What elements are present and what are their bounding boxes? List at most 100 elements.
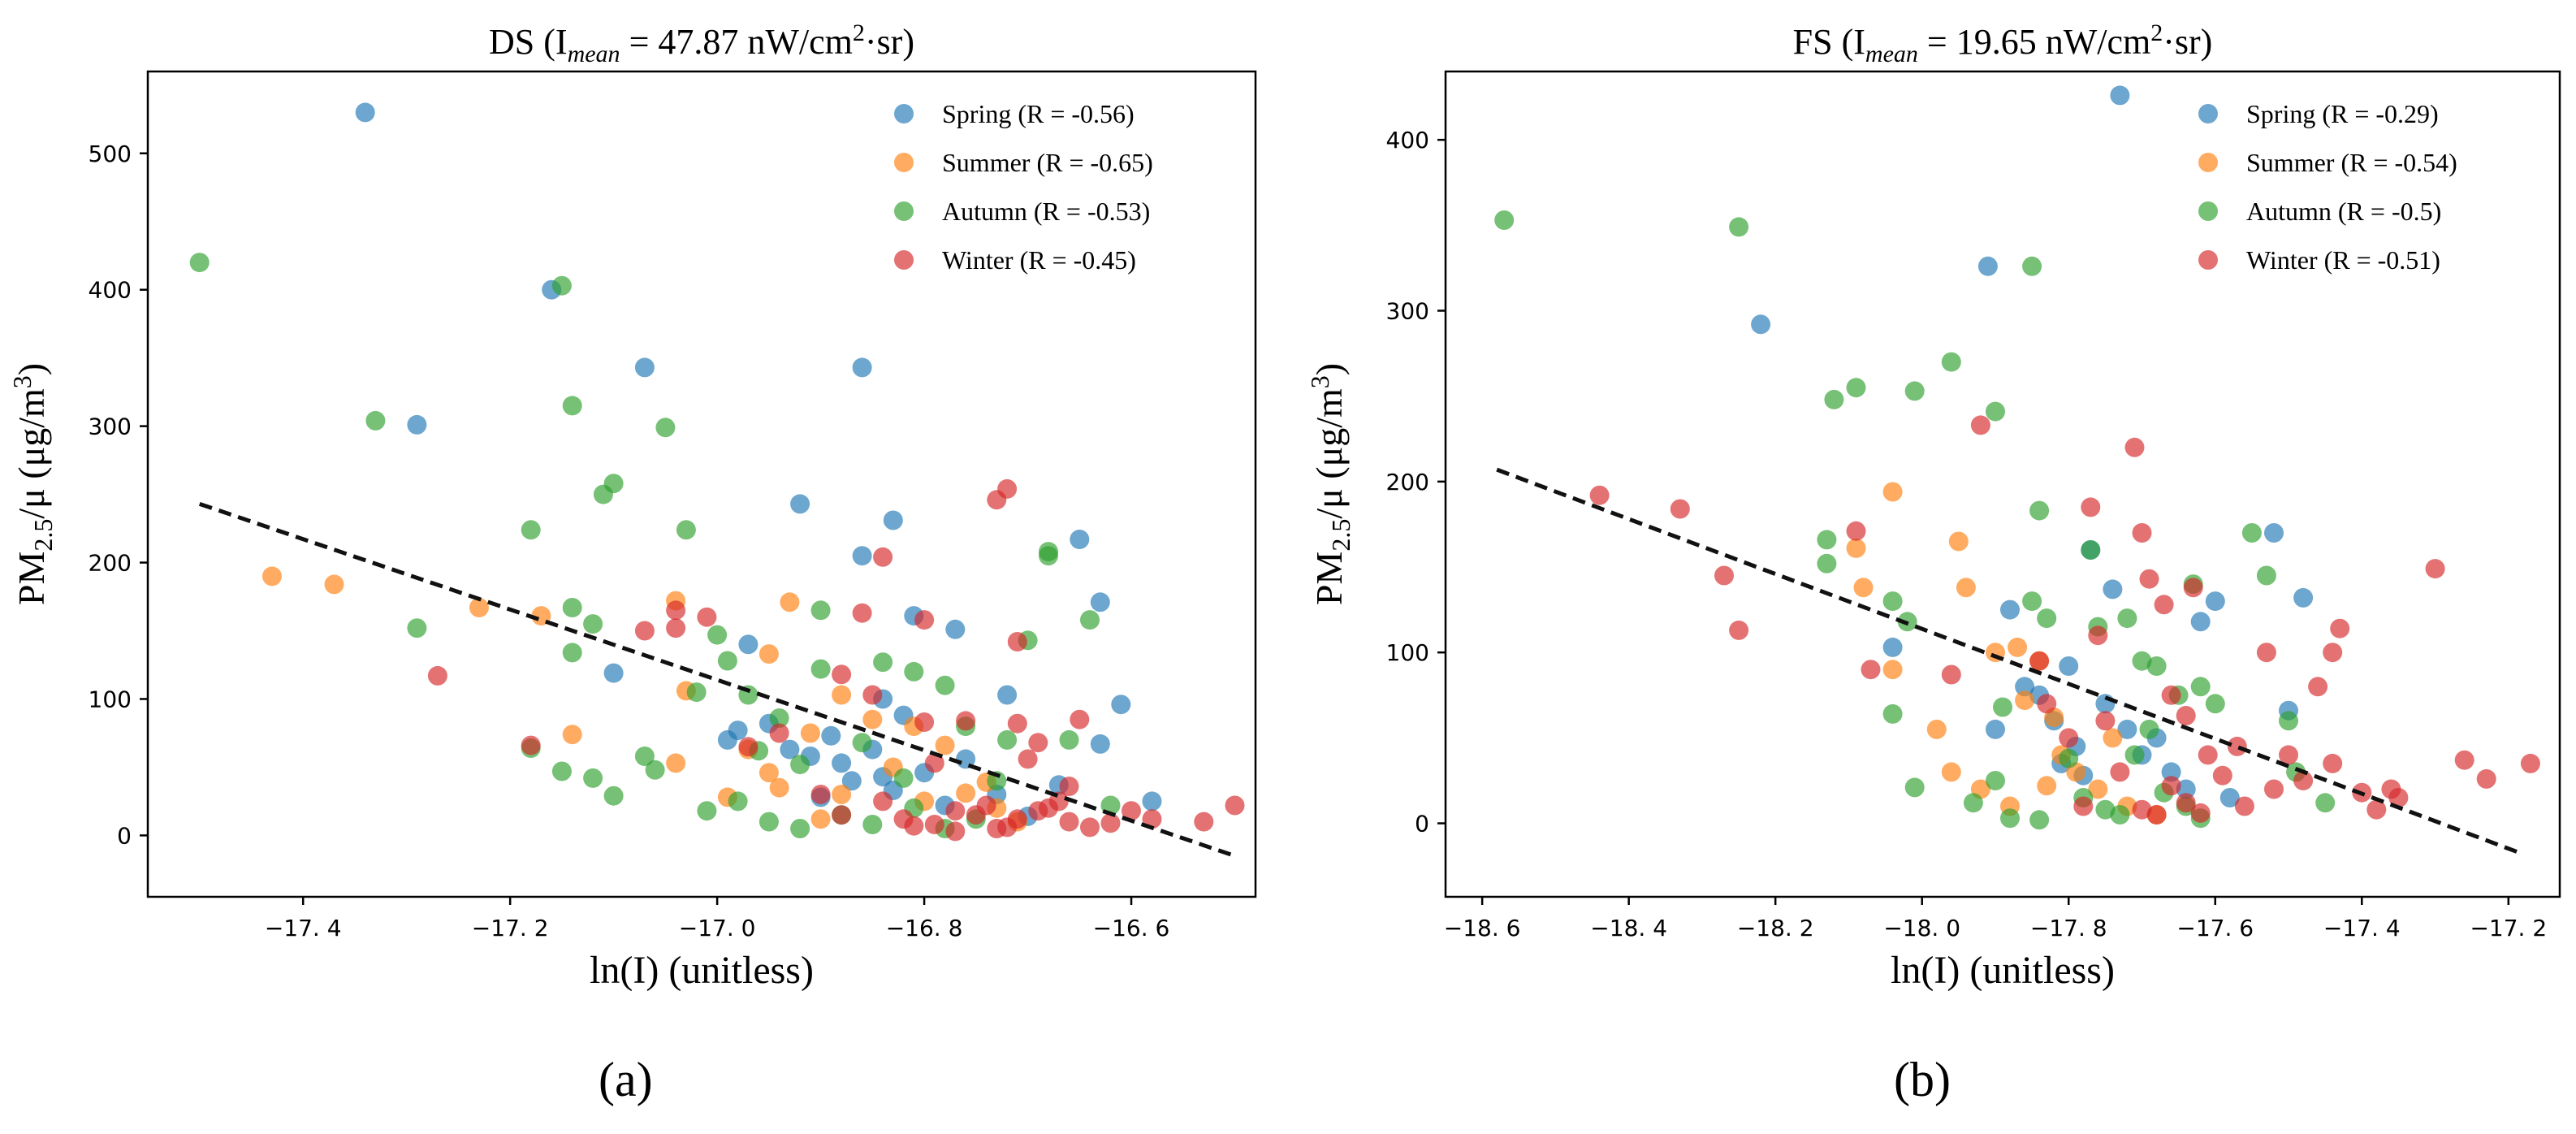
y-tick-label: 100 xyxy=(89,686,132,712)
data-point-series-3 xyxy=(427,665,447,686)
data-point-series-2 xyxy=(987,771,1007,791)
y-tick-label: 100 xyxy=(1386,639,1429,666)
data-point-series-3 xyxy=(997,478,1018,499)
data-point-series-3 xyxy=(2279,745,2298,765)
data-point-series-3 xyxy=(2161,685,2181,705)
data-point-series-2 xyxy=(603,786,624,806)
data-point-series-0 xyxy=(945,619,966,639)
y-tick-label: 500 xyxy=(89,141,132,167)
data-point-series-1 xyxy=(862,709,883,729)
data-point-series-1 xyxy=(759,763,779,783)
data-point-series-2 xyxy=(1824,389,1844,409)
data-point-series-3 xyxy=(666,618,686,638)
data-point-series-2 xyxy=(1986,771,2005,790)
data-point-series-1 xyxy=(800,723,820,743)
data-point-series-2 xyxy=(810,600,831,621)
data-point-series-1 xyxy=(810,809,831,829)
data-point-series-0 xyxy=(1986,719,2005,739)
x-tick-label: −17. 4 xyxy=(265,915,342,941)
data-point-series-1 xyxy=(769,777,789,798)
data-point-series-2 xyxy=(645,760,665,780)
data-point-series-3 xyxy=(2388,788,2409,807)
y-axis-label: PM2.5/μ (μg/m3) xyxy=(1305,363,1355,605)
data-point-series-0 xyxy=(2110,85,2130,106)
y-tick-label: 300 xyxy=(89,413,132,440)
x-tick-label: −16. 8 xyxy=(886,915,963,941)
data-point-series-0 xyxy=(1977,256,1998,276)
data-point-series-0 xyxy=(790,494,810,514)
data-point-series-1 xyxy=(1853,578,1874,598)
data-point-series-0 xyxy=(2190,612,2211,632)
data-point-series-3 xyxy=(1080,817,1100,838)
data-point-series-3 xyxy=(697,607,717,627)
data-point-series-2 xyxy=(769,708,789,728)
data-point-series-0 xyxy=(407,414,427,435)
data-point-series-1 xyxy=(1882,482,1903,502)
data-point-series-2 xyxy=(790,755,810,775)
data-point-series-0 xyxy=(738,634,759,655)
legend-marker-3 xyxy=(2198,250,2218,270)
x-tick-label: −17. 6 xyxy=(2176,915,2254,941)
data-point-series-3 xyxy=(862,685,883,705)
data-point-series-3 xyxy=(2161,776,2181,796)
data-point-series-3 xyxy=(2308,677,2328,697)
legend-label-3: Winter (R = -0.45) xyxy=(942,245,1136,275)
data-point-series-2 xyxy=(935,675,955,695)
data-point-series-0 xyxy=(1090,592,1110,612)
plot-frame xyxy=(1444,70,2561,898)
data-point-series-3 xyxy=(2330,618,2350,638)
legend-label-2: Autumn (R = -0.5) xyxy=(2246,197,2441,226)
data-point-series-2 xyxy=(1904,381,1925,401)
data-point-series-2 xyxy=(2146,656,2167,676)
data-point-series-2 xyxy=(1729,217,1749,237)
data-point-series-1 xyxy=(935,735,955,755)
legend: Spring (R = -0.56) Summer (R = -0.65) Autu… xyxy=(894,99,1153,275)
data-point-series-0 xyxy=(832,753,852,773)
plot-frame xyxy=(146,70,1257,898)
data-point-series-2 xyxy=(873,652,893,673)
data-point-series-2 xyxy=(1039,542,1058,562)
data-point-series-3 xyxy=(924,815,944,834)
data-point-series-2 xyxy=(655,418,676,438)
chart-panel-b: −18. 6 −18. 4 −18. 2 −18. 0 −17. 8 −17. 6 −17.… xyxy=(1305,19,2561,992)
data-point-series-2 xyxy=(997,729,1018,750)
x-tick-label: −17. 2 xyxy=(472,915,549,941)
data-point-series-0 xyxy=(2293,587,2314,608)
data-point-series-0 xyxy=(883,510,903,530)
data-point-series-2 xyxy=(759,812,779,832)
data-point-series-1 xyxy=(666,753,686,773)
data-point-series-1 xyxy=(1926,719,1947,739)
legend-marker-1 xyxy=(894,153,914,172)
data-point-series-3 xyxy=(1059,812,1079,832)
data-point-series-3 xyxy=(2323,753,2343,773)
y-tick-label: 200 xyxy=(1386,469,1429,496)
legend-marker-2 xyxy=(894,201,914,221)
data-point-series-0 xyxy=(780,739,800,760)
data-point-series-2 xyxy=(893,768,914,788)
data-point-series-1 xyxy=(324,574,344,595)
data-point-series-3 xyxy=(997,817,1018,838)
data-point-series-3 xyxy=(2366,799,2387,820)
data-point-series-3 xyxy=(2081,497,2101,517)
x-tick-label: −16. 6 xyxy=(1093,915,1170,941)
data-point-series-1 xyxy=(2015,690,2035,711)
data-point-series-1 xyxy=(759,644,779,664)
data-point-series-3 xyxy=(2190,803,2211,823)
data-point-series-0 xyxy=(841,771,862,791)
data-point-series-2 xyxy=(1963,793,1983,813)
data-point-series-2 xyxy=(1904,777,1925,798)
data-point-series-2 xyxy=(2029,500,2050,521)
data-point-series-2 xyxy=(1080,610,1100,630)
data-point-series-2 xyxy=(1882,703,1903,724)
data-point-series-0 xyxy=(2103,579,2123,599)
y-axis-label: PM2.5/μ (μg/m3) xyxy=(7,363,58,605)
data-point-series-3 xyxy=(1729,620,1749,640)
data-point-series-3 xyxy=(1194,812,1214,832)
data-point-series-2 xyxy=(562,598,582,617)
data-point-series-2 xyxy=(707,625,728,645)
data-point-series-1 xyxy=(780,592,800,612)
data-point-series-3 xyxy=(2227,736,2247,756)
data-point-series-2 xyxy=(904,661,924,682)
data-point-series-2 xyxy=(2279,711,2298,731)
data-point-series-3 xyxy=(976,795,996,816)
